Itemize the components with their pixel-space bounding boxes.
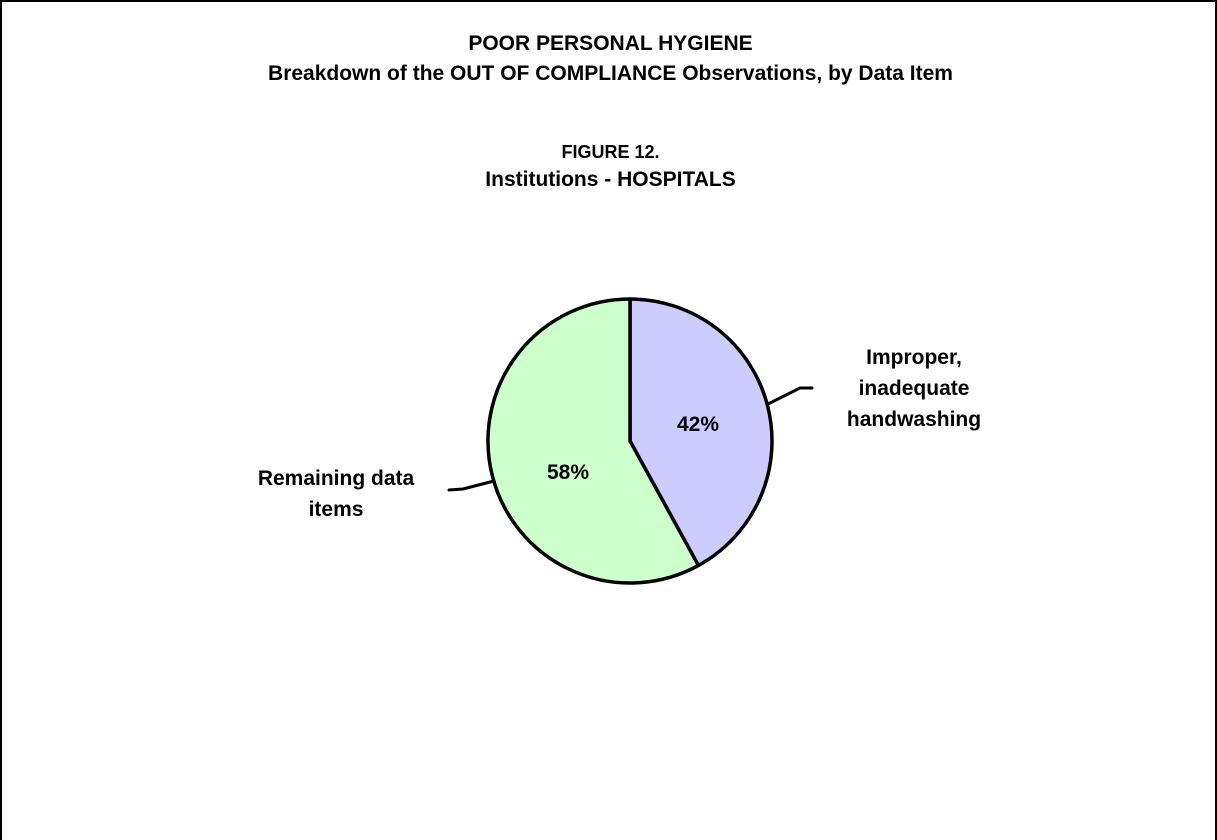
- figure-number: FIGURE 12.: [561, 142, 660, 162]
- leader-line-1: [766, 386, 814, 406]
- figure-header: FIGURE 12. Institutions - HOSPITALS: [2, 138, 1217, 194]
- chart-header: POOR PERSONAL HYGIENE Breakdown of the O…: [2, 29, 1217, 89]
- leader-line-2: [447, 479, 496, 492]
- pie-slice-2: [486, 297, 701, 585]
- figure-name: Institutions - HOSPITALS: [485, 168, 736, 191]
- slice-label-2: Remaining data items: [258, 467, 415, 521]
- chart-title: POOR PERSONAL HYGIENE: [468, 32, 753, 55]
- pie-slice-1: [628, 297, 774, 568]
- chart-subtitle: Breakdown of the OUT OF COMPLIANCE Obser…: [268, 62, 953, 85]
- slice-value-label-2: 58%: [547, 461, 589, 484]
- slice-label-1: Improper, inadequate handwashing: [847, 346, 981, 431]
- slice-value-label-1: 42%: [677, 413, 719, 436]
